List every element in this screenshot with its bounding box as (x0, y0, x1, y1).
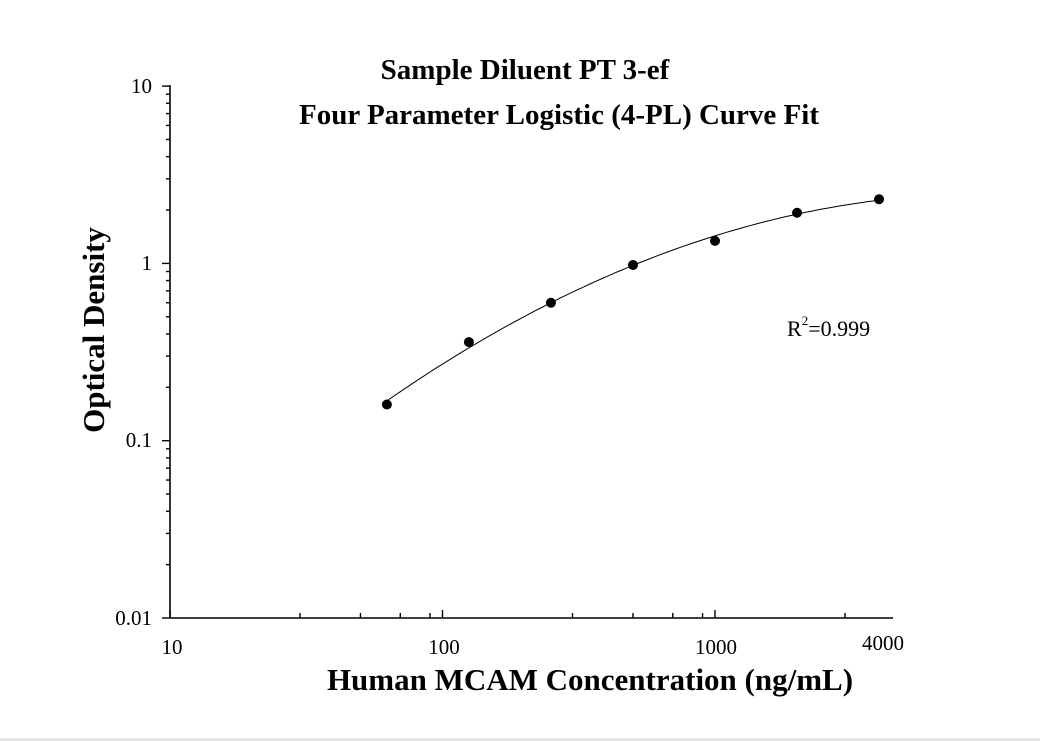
data-point (545, 297, 556, 308)
y-axis-title: Optical Density (76, 227, 111, 433)
axes (169, 85, 893, 619)
fit-curve (386, 199, 880, 402)
data-point (627, 259, 638, 270)
x-tick-label-1000: 1000 (695, 635, 737, 659)
data-point (710, 235, 720, 246)
chart-subtitle: Four Parameter Logistic (4-PL) Curve Fit (299, 99, 819, 131)
bottom-divider (0, 738, 1040, 741)
data-points (381, 194, 885, 410)
data-point (874, 194, 885, 205)
data-point (463, 337, 474, 348)
r-squared-value: =0.999 (808, 316, 870, 341)
r-squared-annotation: R2=0.999 (787, 313, 870, 341)
y-tick-label-10: 10 (131, 74, 152, 98)
y-tick-label-0.1: 0.1 (126, 428, 152, 452)
data-point (381, 399, 392, 410)
y-tick-label-1: 1 (142, 251, 153, 275)
x-tick-label-100: 100 (428, 635, 460, 659)
r-squared-r: R (787, 316, 802, 341)
chart-title: Sample Diluent PT 3-ef (381, 54, 670, 86)
x-axis-title: Human MCAM Concentration (ng/mL) (327, 662, 853, 697)
axis-ticks (162, 85, 846, 619)
x-tick-label-10: 10 (162, 635, 183, 659)
r-squared-superscript: 2 (802, 313, 809, 328)
data-point (792, 207, 803, 218)
x-tick-label-4000: 4000 (862, 631, 904, 655)
y-tick-label-0.01: 0.01 (115, 606, 152, 630)
